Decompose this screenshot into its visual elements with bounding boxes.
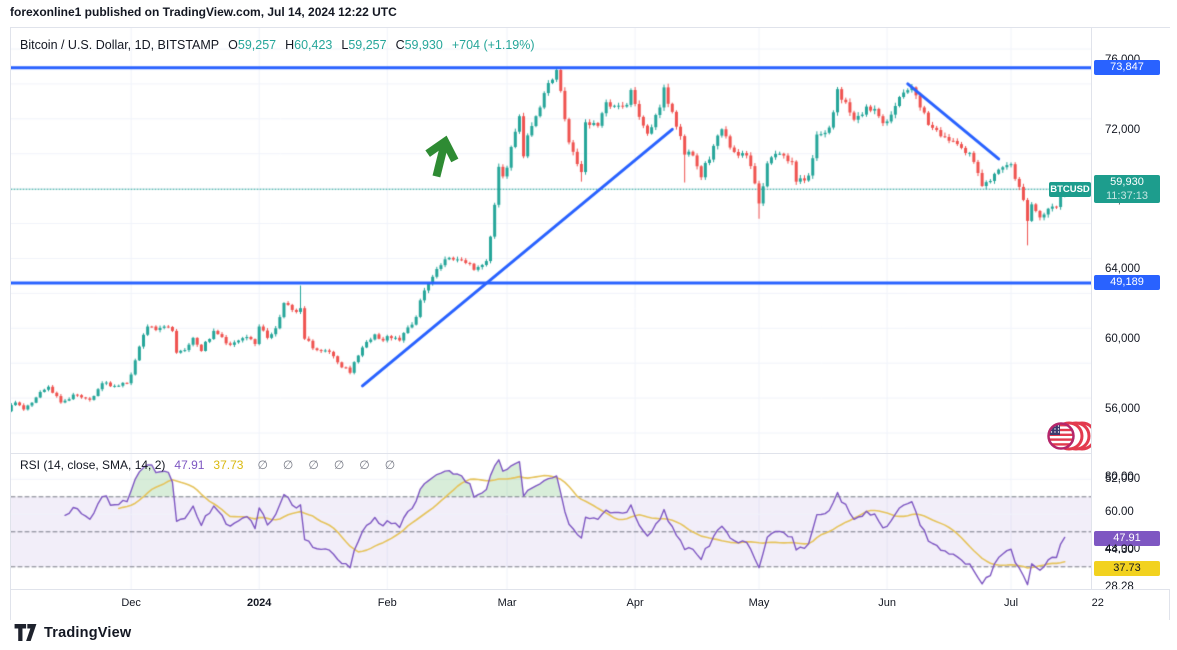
time-axis[interactable]: Dec 2024 Feb Mar Apr May Jun Jul 22 — [11, 589, 1169, 620]
ohlc-high: H60,423 — [285, 38, 333, 52]
time-tick: Mar — [497, 597, 517, 609]
time-tick: May — [748, 597, 770, 609]
rsi-axis-label: 28.28 — [1105, 581, 1134, 589]
rsi-ma-value: 37.73 — [213, 458, 244, 472]
level-price-label: 73,847 — [1094, 60, 1160, 76]
price-tick: 56,000 — [1105, 403, 1141, 416]
rsi-axis-label: 37.73 — [1094, 560, 1160, 576]
rsi-axis-label: 47.91 — [1094, 530, 1160, 546]
rsi-axis-label: 60.00 — [1105, 506, 1134, 518]
attribution-text: forexonline1 published on TradingView.co… — [10, 5, 397, 19]
footer: TradingView — [14, 624, 131, 641]
rsi-axis-label: 44.30 — [1105, 544, 1134, 556]
empty-set-icon: ∅ — [257, 458, 269, 472]
time-tick: Dec — [121, 597, 141, 609]
time-tick: Jul — [1004, 597, 1019, 609]
empty-set-icon: ∅ — [333, 458, 346, 472]
price-chart-canvas[interactable] — [11, 28, 1091, 589]
level-price-label: 49,189 — [1094, 275, 1160, 291]
time-tick: Jun — [878, 597, 896, 609]
price-tick: 64,000 — [1105, 263, 1141, 276]
rsi-axis-label: 80.00 — [1105, 471, 1134, 483]
price-axis[interactable]: 76,00072,00068,00064,00060,00056,00052,0… — [1091, 28, 1170, 589]
rsi-value: 47.91 — [174, 458, 205, 472]
chart-frame: Bitcoin / U.S. Dollar, 1D, BITSTAMP O59,… — [10, 27, 1170, 620]
price-tick: 60,000 — [1105, 333, 1141, 346]
time-tick: Feb — [377, 597, 397, 609]
empty-set-icon: ∅ — [359, 458, 371, 472]
ohlc-open: O59,257 — [228, 38, 277, 52]
us-flag-stickers-icon — [1047, 421, 1097, 451]
rsi-legend: RSI (14, close, SMA, 14, 2) 47.91 37.73 … — [20, 458, 396, 472]
time-tick: Apr — [626, 597, 644, 609]
tradingview-logo-icon[interactable] — [14, 624, 37, 641]
empty-set-icon: ∅ — [308, 458, 320, 472]
price-tick: 52,000 — [1105, 472, 1141, 485]
up-arrow-annotation[interactable] — [421, 135, 461, 181]
empty-set-icon: ∅ — [384, 458, 397, 472]
time-tick: 2024 — [246, 597, 272, 609]
ohlc-close: C59,930 — [395, 38, 443, 52]
time-tick: 22 — [1091, 597, 1104, 609]
symbol-title: Bitcoin / U.S. Dollar, 1D, BITSTAMP — [20, 38, 220, 52]
pane-separator — [11, 453, 1169, 454]
price-tick: 48,000 — [1105, 542, 1141, 555]
last-price-label: 59,930 11:37:13 — [1094, 175, 1160, 204]
chart-legend: Bitcoin / U.S. Dollar, 1D, BITSTAMP O59,… — [20, 38, 535, 52]
ohlc-low: L59,257 — [341, 38, 387, 52]
empty-set-icon: ∅ — [282, 458, 295, 472]
series-price-tag: BTCUSD — [1049, 181, 1091, 197]
tradingview-logo-text[interactable]: TradingView — [44, 624, 132, 641]
rsi-title: RSI (14, close, SMA, 14, 2) — [20, 458, 166, 472]
price-tick: 72,000 — [1105, 123, 1141, 136]
change-value: +704 (+1.19%) — [451, 38, 535, 52]
